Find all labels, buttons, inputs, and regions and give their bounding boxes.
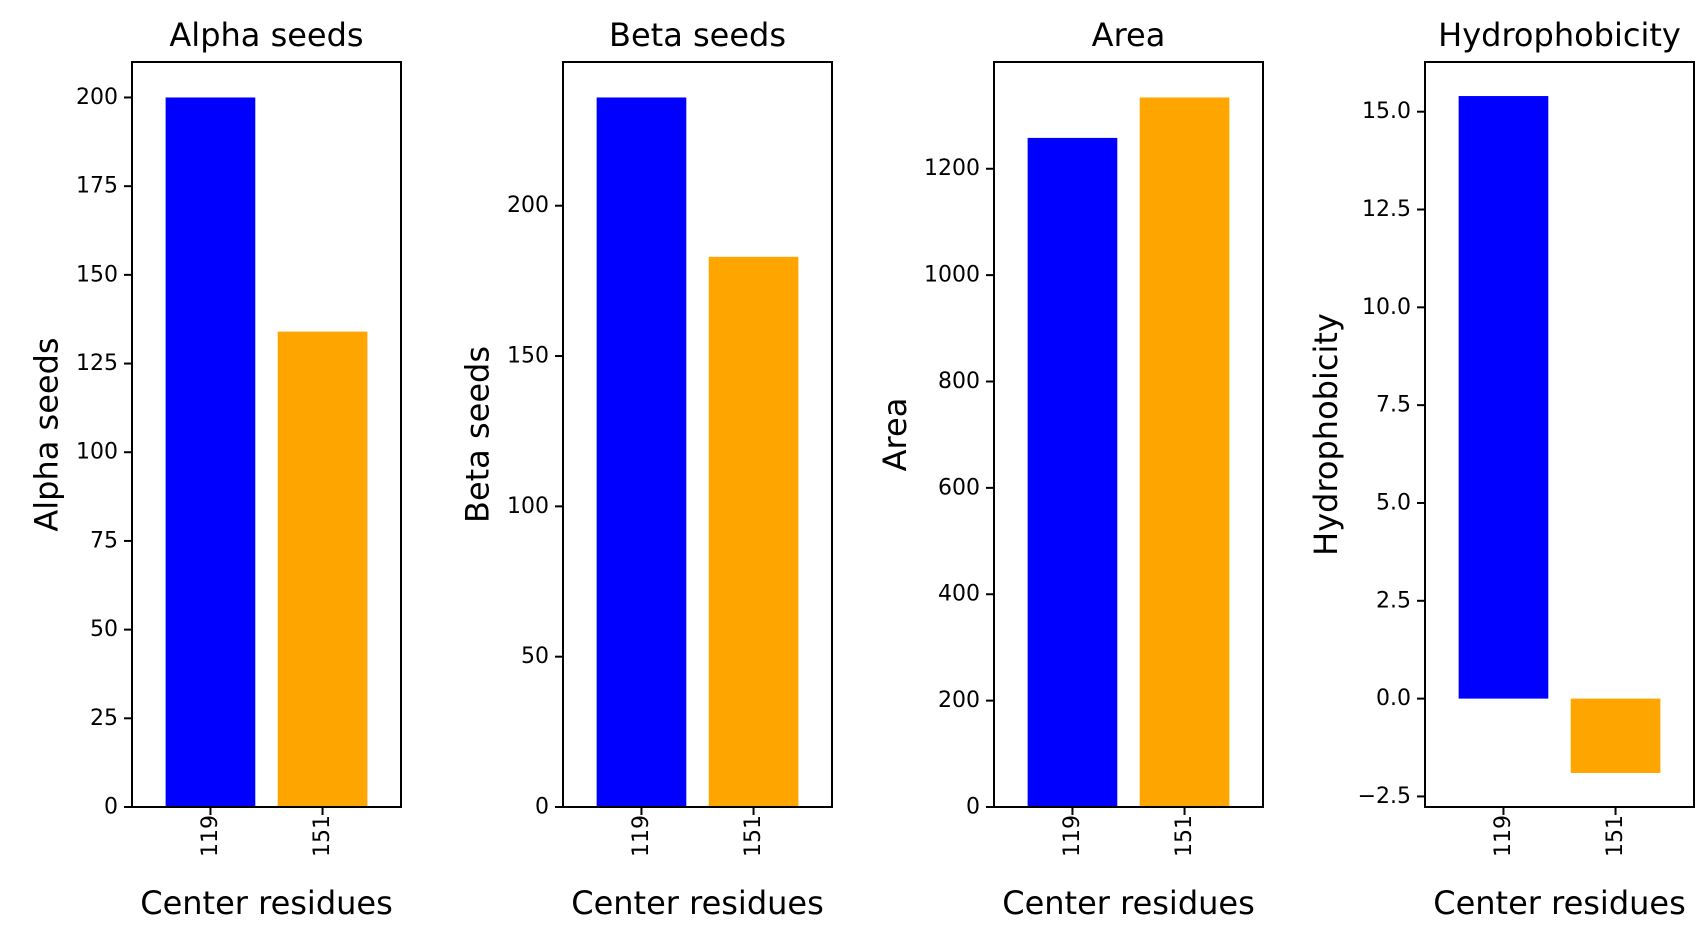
y-tick-label: 0.0: [1376, 686, 1411, 711]
x-tick-label: 151: [1172, 815, 1197, 857]
bar-151: [1139, 97, 1230, 808]
chart-panel-1: 0 25 50 75 100 125 150 175 200 119 151 Alpha seeds C…: [28, 16, 402, 922]
chart-panel-2: 0 50 100 150 200 119 151 Beta seeds Center resid…: [459, 16, 833, 922]
y-tick-label: 12.5: [1362, 197, 1411, 222]
y-tick-label: 7.5: [1376, 393, 1411, 418]
y-tick-label: 75: [90, 528, 118, 553]
chart-panel-4: −2.5 0.0 2.5 5.0 7.5 10.0 12.5 15.0 119 151 Hydrop…: [1307, 16, 1695, 922]
y-tick-label: 175: [76, 174, 118, 199]
chart-title: Hydrophobicity: [1438, 16, 1681, 54]
y-tick-label: 125: [76, 351, 118, 376]
x-tick-label: 151: [1603, 815, 1628, 857]
y-tick-label: 100: [76, 440, 118, 465]
y-axis-label: Beta seeds: [459, 346, 497, 523]
y-tick-label: 400: [938, 582, 980, 607]
y-tick-label: 2.5: [1376, 588, 1411, 613]
y-tick-label: 10.0: [1362, 295, 1411, 320]
y-tick-label: 200: [507, 193, 549, 218]
chart-title: Area: [1092, 16, 1166, 54]
chart-title: Beta seeds: [609, 16, 786, 54]
y-tick-label: 150: [76, 262, 118, 287]
y-tick-label: −2.5: [1358, 784, 1411, 809]
chart-panel-3: 0 200 400 600 800 1000 1200 119 151 Area Center re…: [876, 16, 1264, 922]
bar-151: [1570, 698, 1661, 773]
x-axis-label: Center residues: [571, 884, 824, 922]
y-tick-label: 800: [938, 369, 980, 394]
y-axis-label: Hydrophobicity: [1307, 313, 1345, 556]
y-tick-label: 50: [521, 644, 549, 669]
bar-151: [708, 256, 799, 807]
x-tick-label: 119: [198, 815, 223, 857]
x-tick-label: 151: [741, 815, 766, 857]
plot-frame: [131, 61, 402, 808]
y-axis-label: Area: [876, 398, 914, 472]
y-tick-label: 600: [938, 475, 980, 500]
x-axis-label: Center residues: [140, 884, 393, 922]
x-axis-label: Center residues: [1002, 884, 1255, 922]
x-tick-label: 119: [1491, 815, 1516, 857]
bar-119: [165, 97, 256, 808]
y-tick-label: 50: [90, 617, 118, 642]
y-tick-label: 15.0: [1362, 99, 1411, 124]
chart-title: Alpha seeds: [169, 16, 363, 54]
y-axis-label: Alpha seeds: [28, 337, 66, 531]
bar-119: [596, 97, 687, 808]
y-tick-label: 1000: [924, 263, 980, 288]
x-tick-label: 151: [310, 815, 335, 857]
y-tick-label: 100: [507, 494, 549, 519]
y-tick-label: 200: [76, 85, 118, 110]
y-tick-label: 0: [104, 795, 118, 820]
y-tick-label: 0: [966, 795, 980, 820]
y-tick-label: 200: [938, 688, 980, 713]
x-axis-label: Center residues: [1433, 884, 1686, 922]
y-tick-label: 5.0: [1376, 490, 1411, 515]
plot-frame: [562, 61, 833, 808]
x-tick-label: 119: [1060, 815, 1085, 857]
y-tick-label: 25: [90, 706, 118, 731]
bar-151: [277, 331, 368, 807]
y-tick-label: 150: [507, 344, 549, 369]
x-tick-label: 119: [629, 815, 654, 857]
y-tick-label: 0: [535, 795, 549, 820]
y-tick-label: 1200: [924, 156, 980, 181]
plot-frame: [993, 61, 1264, 808]
bar-119: [1458, 96, 1549, 699]
plot-frame: [1424, 61, 1695, 808]
bar-119: [1027, 137, 1118, 807]
